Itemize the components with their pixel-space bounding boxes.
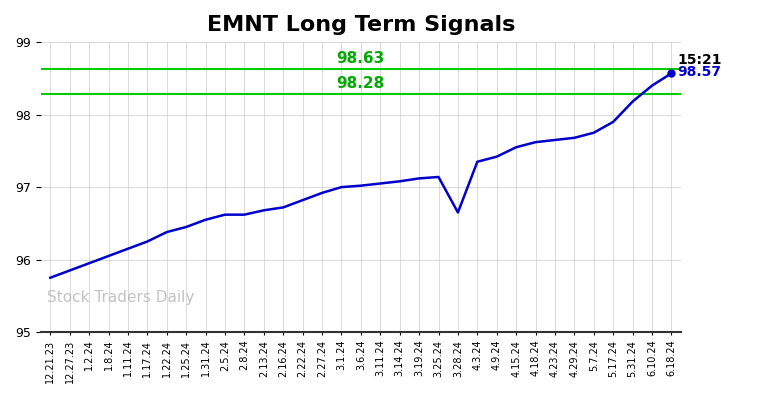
Title: EMNT Long Term Signals: EMNT Long Term Signals [207, 15, 515, 35]
Text: Stock Traders Daily: Stock Traders Daily [47, 290, 194, 305]
Text: 98.63: 98.63 [337, 51, 385, 66]
Text: 98.57: 98.57 [677, 65, 721, 79]
Text: 15:21: 15:21 [677, 53, 722, 67]
Text: 98.28: 98.28 [337, 76, 385, 92]
